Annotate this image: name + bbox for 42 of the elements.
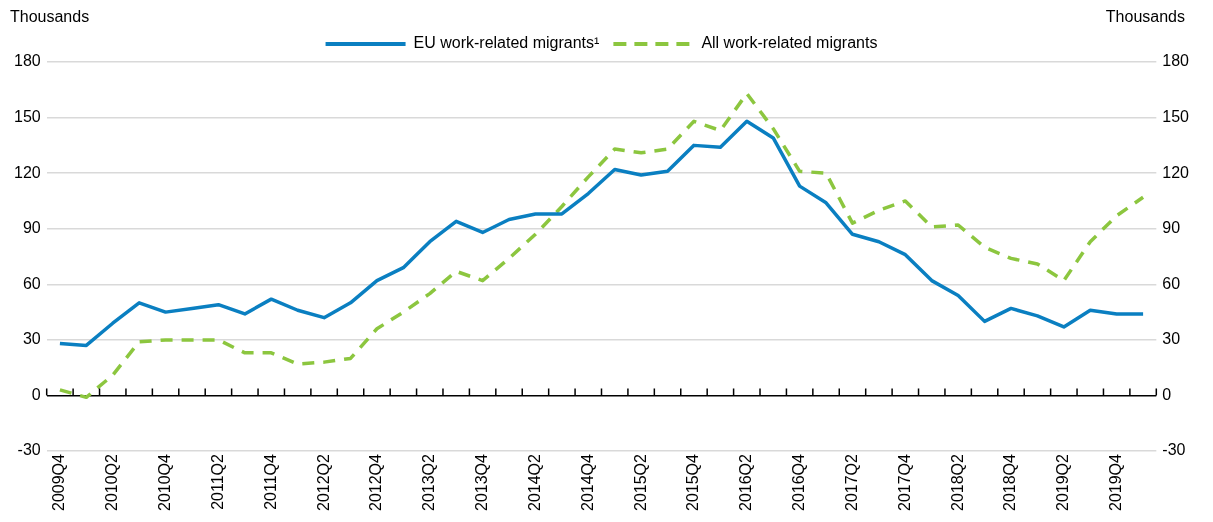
x-tick-label: 2016Q2 (737, 453, 755, 511)
y2-tick-label: 0 (1162, 385, 1172, 403)
y-tick-label: 90 (22, 219, 41, 237)
x-tick-label: 2015Q4 (684, 453, 702, 511)
x-tick-label: 2011Q2 (208, 453, 226, 510)
y2-tick-label: 180 (1162, 52, 1190, 70)
x-tick-label: 2009Q4 (50, 453, 68, 511)
line-series (58, 91, 1145, 400)
x-tick-label: 2015Q2 (631, 453, 649, 511)
legend-label: All work-related migrants (701, 34, 878, 52)
x-tick-label: 2011Q4 (261, 453, 279, 510)
x-tick-label: 2012Q4 (367, 453, 385, 511)
y2-tick-label: 60 (1162, 274, 1181, 292)
y2-axis-title: Thousands (1105, 8, 1185, 26)
x-tick-label: 2019Q2 (1054, 453, 1072, 511)
y2-tick-label: 120 (1162, 163, 1190, 181)
y-tick-label: 0 (31, 385, 41, 403)
y2-tick-label: 30 (1162, 330, 1181, 348)
x-tick-label: 2010Q4 (155, 453, 173, 511)
y2-tick-label: -30 (1162, 441, 1186, 459)
x-tick-label: 2014Q2 (525, 453, 543, 511)
x-tick-label: 2014Q4 (578, 453, 596, 511)
y2-tick-label: 150 (1162, 107, 1190, 125)
x-tick-label: 2013Q2 (420, 453, 438, 511)
legend-label: EU work-related migrants¹ (413, 34, 600, 52)
x-tick-label: 2016Q4 (790, 453, 808, 511)
y-axis-title: Thousands (10, 8, 90, 26)
y-tick-label: 180 (13, 52, 41, 70)
x-tick-label: 2018Q2 (948, 453, 966, 511)
x-tick-label: 2013Q4 (473, 453, 491, 511)
y-tick-label: 60 (22, 274, 41, 292)
y-tick-label: -30 (17, 441, 41, 459)
y-tick-label: 150 (13, 107, 41, 125)
x-tick-label: 2019Q4 (1107, 453, 1125, 511)
y-tick-label: 30 (22, 330, 41, 348)
x-tick-label: 2017Q4 (895, 453, 913, 511)
y2-tick-label: 90 (1162, 219, 1181, 237)
y-tick-label: 120 (13, 163, 41, 181)
x-tick-label: 2012Q2 (314, 453, 332, 511)
x-tick-label: 2018Q4 (1001, 453, 1019, 511)
x-tick-label: 2010Q2 (103, 453, 121, 511)
x-tick-label: 2017Q2 (842, 453, 860, 511)
